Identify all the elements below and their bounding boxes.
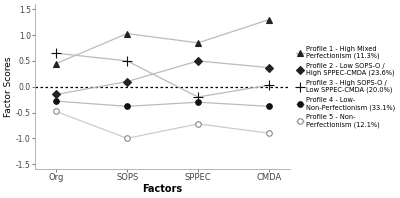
Legend: Profile 1 - High Mixed
Perfectionism (11.3%), Profile 2 - Low SOPS-O /
High SPPE: Profile 1 - High Mixed Perfectionism (11… [296, 46, 395, 128]
Y-axis label: Factor Scores: Factor Scores [4, 56, 13, 117]
X-axis label: Factors: Factors [142, 184, 183, 194]
